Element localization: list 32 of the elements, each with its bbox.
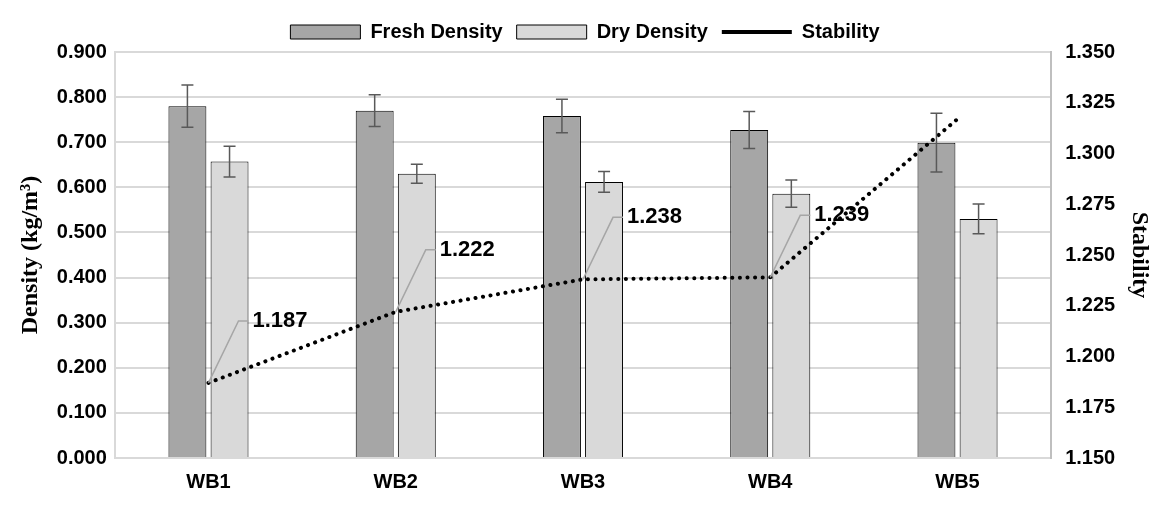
y-axis-title: Density (kg/m³) xyxy=(15,175,42,335)
y2-tick-label: 1.200 xyxy=(1065,344,1116,367)
x-tick-label: WB3 xyxy=(560,469,606,492)
legend-label: Fresh Density xyxy=(370,19,504,42)
y-tick-label: 0.100 xyxy=(56,400,107,423)
y-tick-label: 0.700 xyxy=(56,129,107,152)
legend-label: Stability xyxy=(801,19,881,42)
y-tick-label: 0.800 xyxy=(56,84,107,107)
y-tick-label: 0.300 xyxy=(56,310,107,333)
y-tick-label: 0.600 xyxy=(56,174,107,197)
y-tick-label: 0.400 xyxy=(56,265,107,288)
y2-axis-title: Stability xyxy=(1128,211,1155,299)
x-tick-label: WB2 xyxy=(373,469,418,492)
y2-tick-label: 1.350 xyxy=(1065,39,1116,62)
y-tick-label: 0.200 xyxy=(56,355,107,378)
data-label: 1.222 xyxy=(439,235,495,261)
y-tick-label: 0.000 xyxy=(56,445,107,468)
y2-tick-label: 1.250 xyxy=(1065,242,1116,265)
legend-label: Dry Density xyxy=(596,19,709,42)
data-label: 1.187 xyxy=(252,306,308,332)
data-label: 1.238 xyxy=(627,203,683,229)
y2-tick-label: 1.175 xyxy=(1065,394,1116,417)
x-tick-label: WB4 xyxy=(748,469,794,492)
x-tick-label: WB1 xyxy=(186,469,231,492)
y2-tick-label: 1.150 xyxy=(1065,445,1116,468)
y-tick-label: 0.500 xyxy=(56,219,107,242)
y2-tick-label: 1.325 xyxy=(1065,90,1116,113)
x-tick-label: WB5 xyxy=(935,469,980,492)
y2-tick-label: 1.275 xyxy=(1065,191,1116,214)
y2-tick-label: 1.225 xyxy=(1065,293,1116,316)
y2-tick-label: 1.300 xyxy=(1065,141,1116,164)
y-tick-label: 0.900 xyxy=(56,39,107,62)
